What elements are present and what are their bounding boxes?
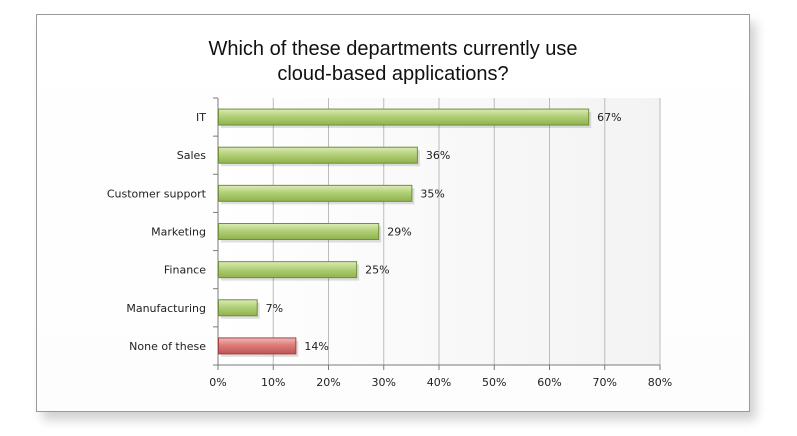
bar [218,108,590,126]
data-label: 25% [365,264,389,277]
gridlines [272,98,661,365]
data-label: 7% [266,302,283,315]
category-label: Sales [177,149,207,162]
data-label: 14% [304,340,328,353]
bar [218,261,358,279]
x-tick-label: 50% [482,376,506,389]
chart-title: Which of these departments currently use… [208,38,578,85]
data-label: 36% [426,149,450,162]
x-tick-label: 10% [261,376,285,389]
category-label: Customer support [107,187,207,200]
category-label: Finance [164,264,206,277]
labels: 0% 10% 20% 30% 40% 50% 60% 70% 80% IT 67% Sales 36% C… [107,111,672,389]
bar [218,184,413,202]
category-label: Marketing [151,226,206,239]
x-tick-label: 0% [209,376,226,389]
bar [218,146,418,164]
bar [218,337,297,355]
x-tick-label: 80% [648,376,672,389]
x-tick-label: 30% [372,376,396,389]
bar [218,299,258,317]
x-tick-label: 60% [537,376,561,389]
data-label: 67% [597,111,621,124]
x-tick-label: 70% [593,376,617,389]
x-tick-label: 40% [427,376,451,389]
bars [218,108,592,357]
category-label: IT [196,111,206,124]
data-label: 35% [420,187,444,200]
x-tick-label: 20% [316,376,340,389]
bar [218,223,380,240]
category-label: Manufacturing [126,302,206,315]
category-label: None of these [129,340,206,353]
data-label: 29% [387,226,411,239]
